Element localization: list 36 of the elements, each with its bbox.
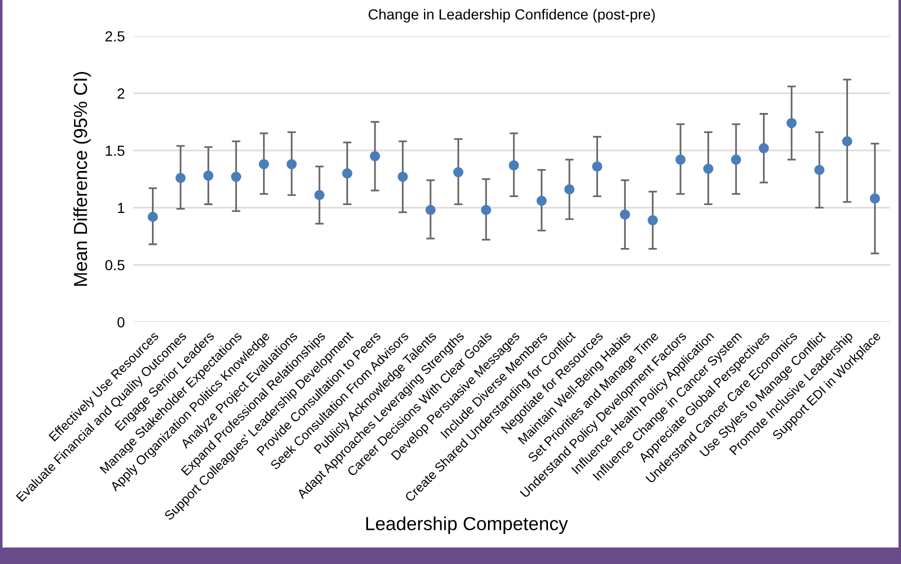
point — [592, 161, 602, 172]
point — [453, 167, 464, 178]
point — [758, 143, 769, 154]
point — [258, 159, 269, 170]
chart-title: Change in Leadership Confidence (post-pre) — [368, 8, 655, 22]
y-tick-label: 1.5 — [106, 146, 124, 156]
point — [175, 172, 186, 184]
point — [425, 204, 436, 216]
point — [203, 170, 214, 181]
x-axis-title: Leadership Competency — [366, 516, 568, 534]
point — [231, 172, 242, 182]
point — [536, 196, 547, 206]
point — [370, 151, 380, 162]
point — [286, 159, 297, 170]
y-tick-label: 2 — [118, 88, 124, 99]
point — [564, 184, 574, 194]
point — [620, 209, 630, 220]
point — [148, 212, 158, 222]
point — [508, 160, 519, 170]
y-tick-label: 0.5 — [105, 260, 124, 270]
point — [648, 215, 658, 226]
point — [675, 154, 686, 165]
y-tick-label: 2.5 — [105, 31, 124, 42]
point — [814, 164, 824, 176]
point — [480, 204, 492, 216]
point — [786, 118, 797, 128]
point — [730, 154, 742, 165]
point — [342, 168, 352, 178]
y-tick-label: 1 — [118, 202, 124, 213]
point — [703, 164, 714, 174]
point — [870, 193, 880, 204]
point — [842, 136, 852, 146]
point — [398, 172, 408, 182]
point — [314, 190, 325, 200]
y-axis-title: Mean Difference (95% CI) — [73, 72, 91, 286]
y-tick-label: 0 — [117, 317, 124, 328]
